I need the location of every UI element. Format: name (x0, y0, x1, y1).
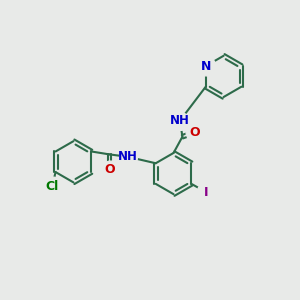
Text: N: N (201, 60, 211, 73)
Text: Cl: Cl (45, 180, 59, 193)
Text: O: O (104, 163, 115, 176)
Text: O: O (189, 126, 200, 139)
Text: NH: NH (118, 150, 138, 163)
Text: NH: NH (170, 114, 190, 127)
Text: I: I (204, 186, 208, 199)
